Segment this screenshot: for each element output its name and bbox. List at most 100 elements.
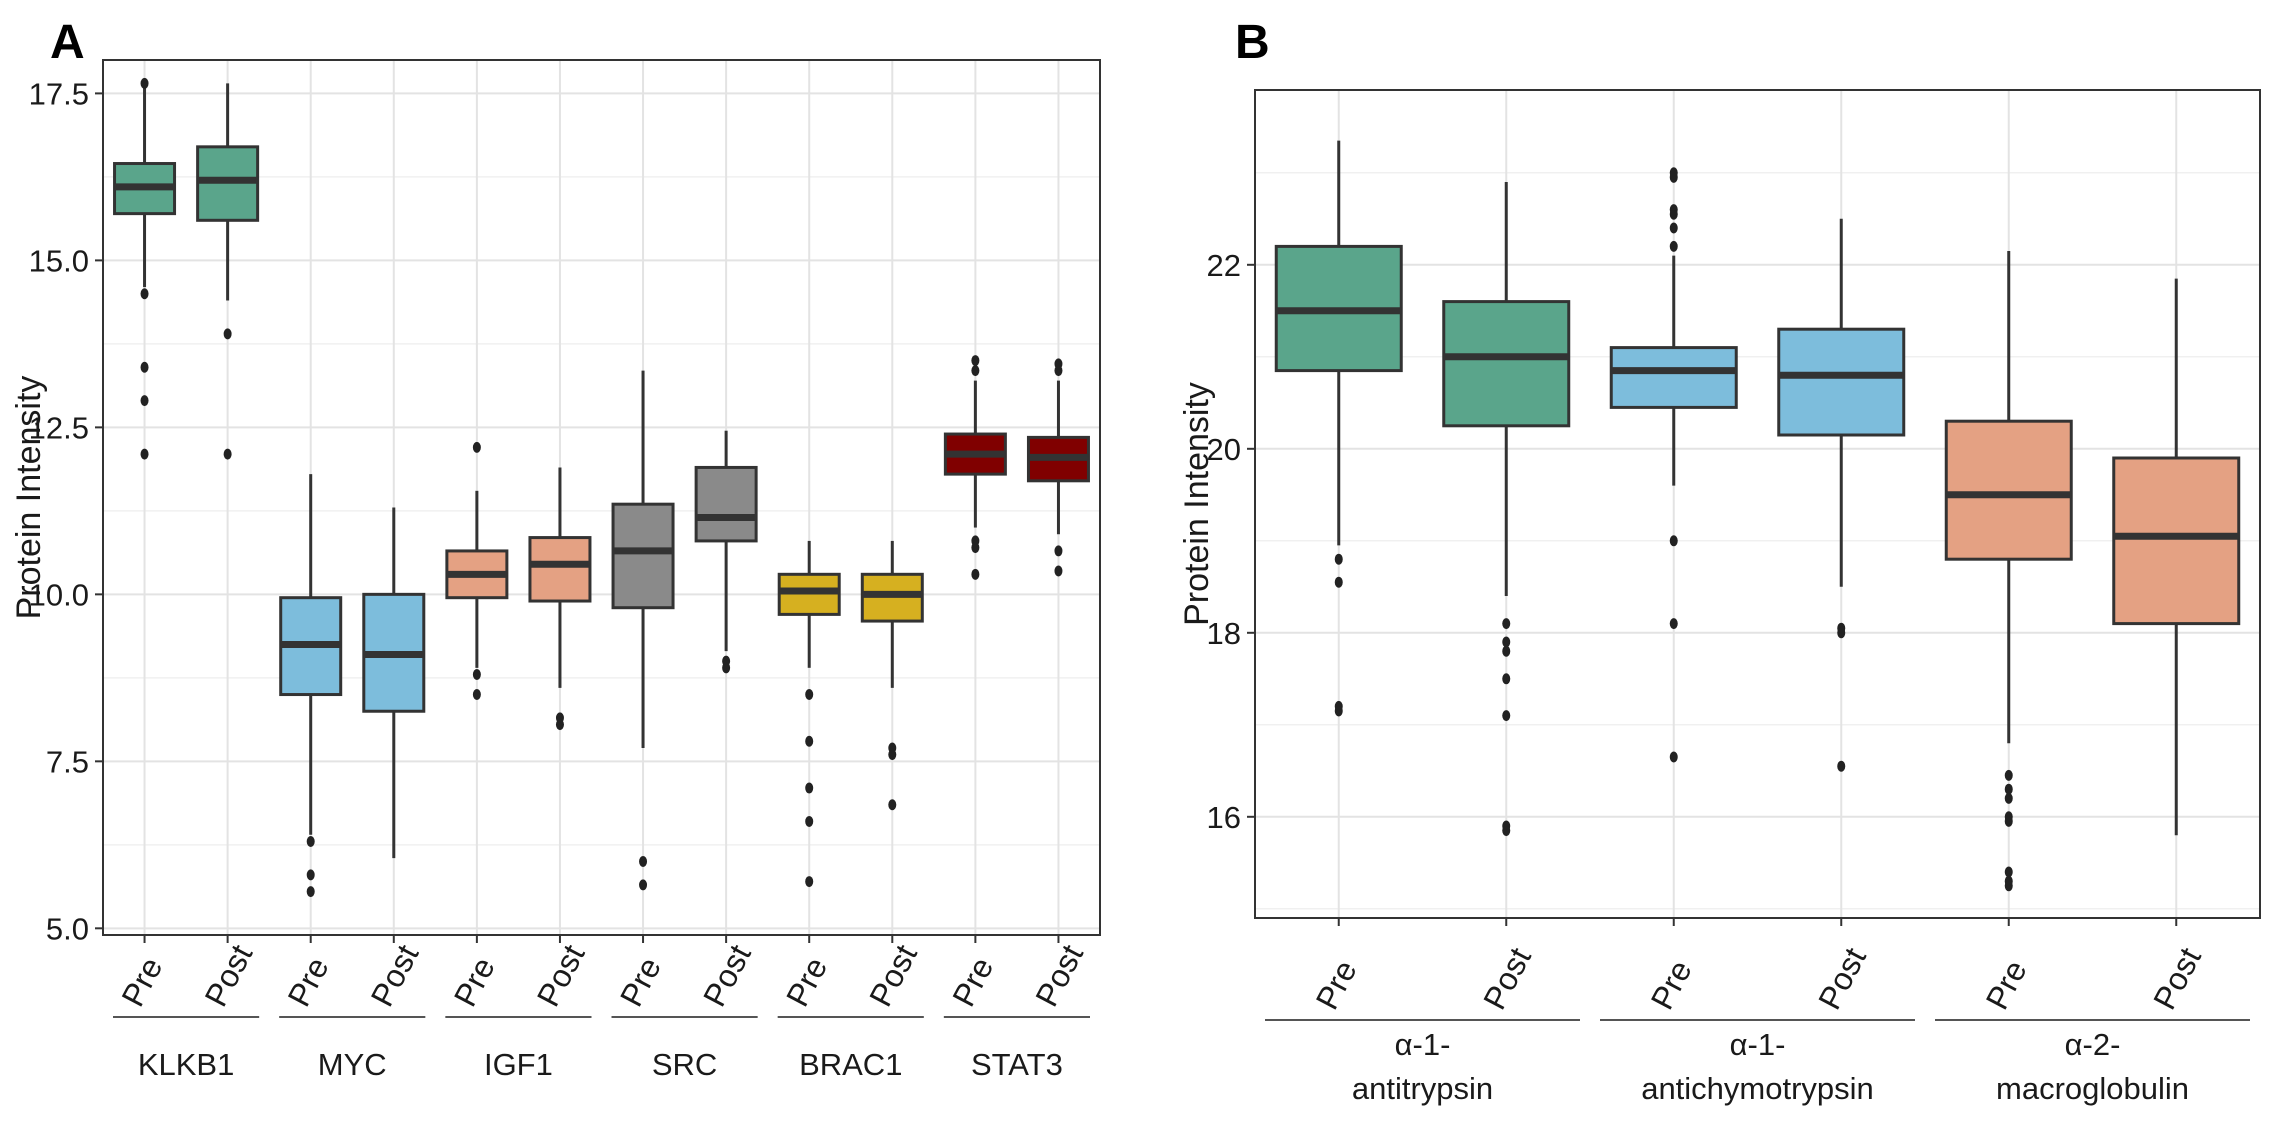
outlier-point (1502, 710, 1511, 722)
category-label: Pre (1644, 954, 1699, 1015)
category-label: Post (1028, 939, 1090, 1013)
y-axis-title: Protein Intensity (10, 376, 48, 620)
outlier-point (140, 288, 149, 300)
group-label: SRC (652, 1047, 717, 1082)
outlier-point (1502, 636, 1511, 648)
group-label-line: α-1- (1395, 1027, 1451, 1062)
y-tick-label: 17.5 (29, 76, 89, 111)
outlier-point (1502, 618, 1511, 630)
outlier-point (1837, 760, 1846, 772)
outlier-point (1502, 825, 1511, 837)
box-src-pre (611, 370, 675, 891)
outlier-point (1054, 565, 1063, 577)
group-label: IGF1 (484, 1047, 553, 1082)
outlier-point (971, 542, 980, 554)
box-myc-post (362, 507, 426, 859)
outlier-point (805, 876, 814, 888)
y-tick-label: 18 (1207, 616, 1241, 651)
box-klkb1-post (196, 83, 260, 460)
outlier-point (140, 395, 149, 407)
iqr-box (528, 536, 592, 603)
outlier-point (1334, 553, 1343, 565)
outlier-point (805, 815, 814, 827)
category-label: Post (364, 939, 426, 1013)
outlier-point (2004, 866, 2013, 878)
outlier-point (140, 361, 149, 373)
iqr-box (694, 465, 758, 543)
box-α-1-antichymotrypsin-post (1777, 218, 1906, 772)
y-tick-label: 5.0 (46, 911, 89, 946)
box-klkb1-pre (113, 77, 177, 460)
outlier-point (1502, 645, 1511, 657)
outlier-point (971, 355, 980, 367)
outlier-point (472, 669, 481, 681)
outlier-point (971, 568, 980, 580)
outlier-point (1334, 705, 1343, 717)
iqr-box (1944, 419, 2073, 561)
category-label: Pre (1309, 954, 1364, 1015)
panel-a-chart: 5.0 7.5 10.0 12.5 15.0 17.5 Protein Intensity P… (10, 59, 1101, 1082)
category-label: Pre (613, 951, 668, 1012)
outlier-point (805, 689, 814, 701)
y-tick-label: 10.0 (29, 577, 89, 612)
iqr-box (2112, 456, 2241, 626)
group-label-line: antichymotrypsin (1641, 1071, 1874, 1106)
box-stat3-post (1026, 358, 1090, 577)
iqr-box (1777, 327, 1906, 437)
box-brac1-post (860, 540, 924, 811)
y-axis-title: Protein Intensity (1178, 382, 1216, 626)
outlier-point (722, 662, 731, 674)
outlier-point (555, 719, 564, 731)
plot-background (1255, 90, 2260, 918)
y-tick-label: 20 (1207, 432, 1241, 467)
group-label-line: macroglobulin (1996, 1071, 2189, 1106)
box-α-1-antitrypsin-pre (1274, 140, 1403, 717)
outlier-point (971, 365, 980, 377)
outlier-point (1837, 627, 1846, 639)
box-α-1-antitrypsin-post (1442, 182, 1571, 837)
outlier-point (472, 689, 481, 701)
iqr-box (1609, 346, 1738, 409)
category-label: Post (696, 939, 758, 1013)
y-tick-label: 15.0 (29, 243, 89, 278)
category-label: Pre (1979, 954, 2034, 1015)
plot-border (102, 59, 1101, 936)
outlier-point (2004, 792, 2013, 804)
outlier-point (140, 448, 149, 460)
box-α-2-macroglobulin-post (2112, 278, 2241, 836)
group-label: BRAC1 (799, 1047, 902, 1082)
y-tick-label: 22 (1207, 248, 1241, 283)
category-label: Pre (114, 951, 169, 1012)
outlier-point (1669, 204, 1678, 216)
panel-b-letter: B (1235, 16, 1270, 69)
outlier-point (805, 735, 814, 747)
outlier-point (1502, 673, 1511, 685)
box-brac1-pre (777, 540, 841, 888)
group-label: MYC (318, 1047, 387, 1082)
outlier-point (639, 879, 648, 891)
group-label-line: α-2- (2065, 1027, 2121, 1062)
box-stat3-pre (943, 355, 1007, 580)
category-label: Pre (779, 951, 834, 1012)
outlier-point (888, 799, 897, 811)
outlier-point (1054, 358, 1063, 370)
outlier-point (2004, 783, 2013, 795)
outlier-point (140, 77, 149, 89)
iqr-box (1442, 300, 1571, 428)
outlier-point (805, 782, 814, 794)
outlier-point (1669, 535, 1678, 547)
outlier-point (472, 441, 481, 453)
outlier-point (1669, 167, 1678, 179)
outlier-point (1054, 545, 1063, 557)
group-label-line: antitrypsin (1352, 1071, 1493, 1106)
outlier-point (2004, 815, 2013, 827)
group-label: STAT3 (971, 1047, 1063, 1082)
outlier-point (639, 856, 648, 868)
outlier-point (1669, 618, 1678, 630)
box-igf1-pre (445, 441, 509, 701)
outlier-point (888, 749, 897, 761)
outlier-point (306, 835, 315, 847)
y-tick-label: 12.5 (29, 410, 89, 445)
plot-background (103, 60, 1100, 935)
y-tick-label: 7.5 (46, 744, 89, 779)
